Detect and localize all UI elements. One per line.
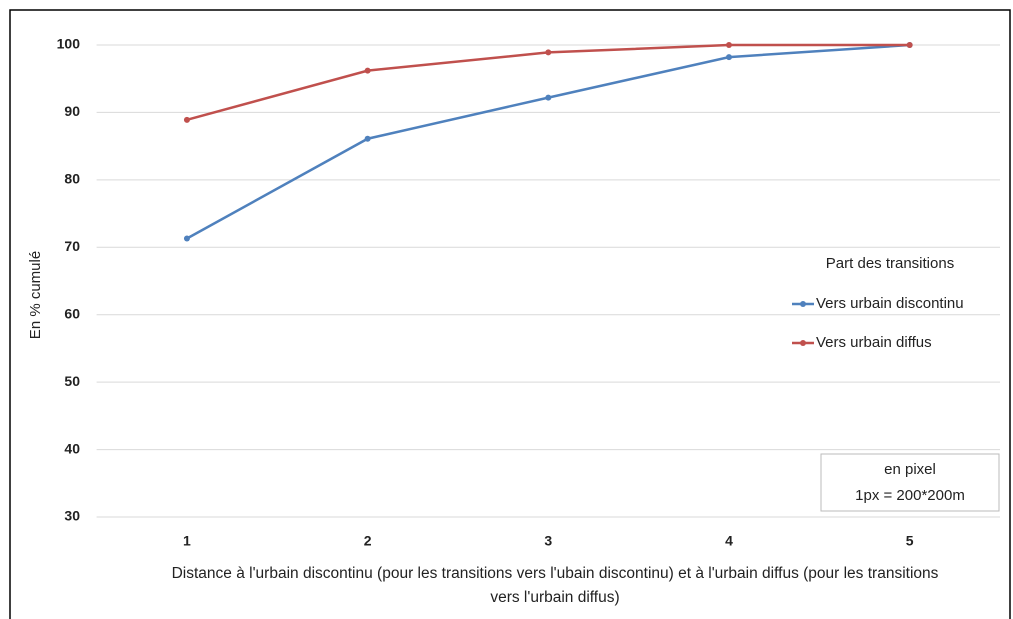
point <box>364 135 371 142</box>
x-axis-label: Distance à l'urbain discontinu (pour les… <box>171 565 939 606</box>
legend-label: Vers urbain discontinu <box>816 295 964 312</box>
x-tick-label: 4 <box>725 533 733 549</box>
point <box>183 235 190 242</box>
note: 1px = 200*200m <box>855 487 965 504</box>
frame <box>9 9 1011 619</box>
y-tick-label: 50 <box>64 373 80 389</box>
x-tick-label: 1 <box>183 533 191 549</box>
legend-title: Part des transitions <box>826 255 954 272</box>
x-tick-label: 2 <box>364 533 372 549</box>
note-box <box>820 453 1000 512</box>
y-tick-label: 90 <box>64 103 80 119</box>
point <box>545 94 552 101</box>
point <box>545 49 552 56</box>
point <box>906 42 913 48</box>
series-line <box>186 43 910 122</box>
x-tick-label: 3 <box>544 533 552 549</box>
y-tick-label: 100 <box>57 36 81 52</box>
point <box>183 116 190 123</box>
y-tick-label: 40 <box>64 440 80 456</box>
y-tick-label: 80 <box>64 171 80 187</box>
y-tick-label: 70 <box>64 238 80 254</box>
x-tick-label: 5 <box>906 533 914 549</box>
legend-marker <box>800 340 806 346</box>
legend-marker <box>800 301 806 307</box>
y-tick-label: 60 <box>64 305 80 321</box>
point <box>364 67 371 74</box>
y-tick-label: 30 <box>64 508 80 524</box>
point <box>725 54 732 61</box>
series-line <box>186 43 910 240</box>
note: en pixel <box>884 461 936 478</box>
point <box>725 42 732 48</box>
legend-label: Vers urbain diffus <box>816 334 932 351</box>
y-axis-label: En % cumulé <box>27 251 44 339</box>
